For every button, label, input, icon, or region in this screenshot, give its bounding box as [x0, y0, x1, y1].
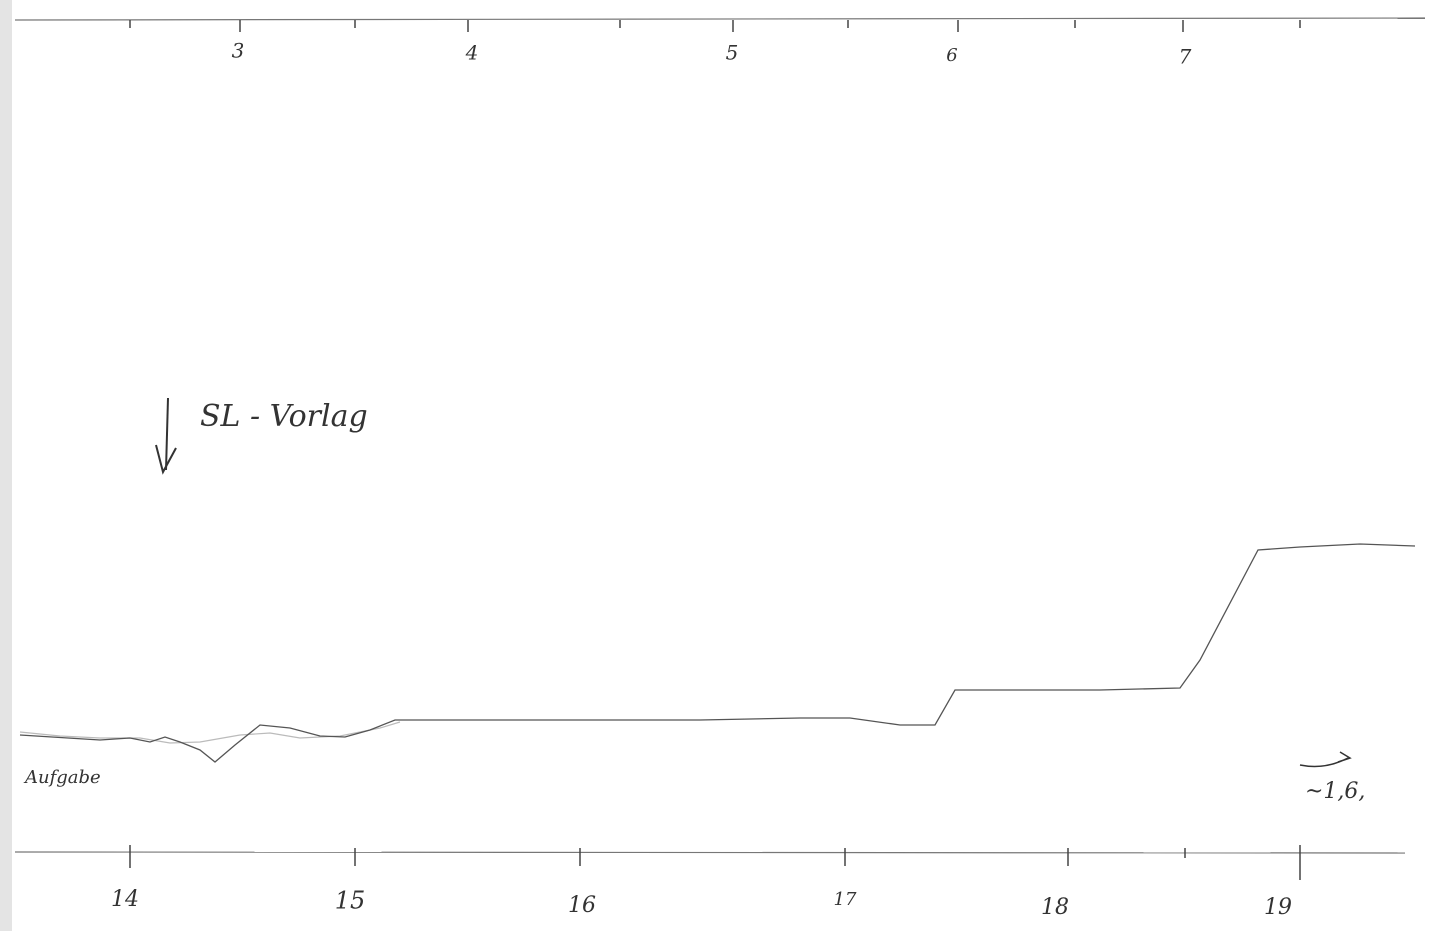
- trace-faint: [19, 721, 401, 744]
- bottom-label: 19: [1264, 895, 1292, 920]
- bottom-rule: [14, 851, 1406, 854]
- scan-edge: [0, 0, 12, 931]
- top-ticks: [129, 20, 1301, 32]
- annotation: SL - Vorlag: [200, 399, 368, 434]
- top-label: 3: [232, 39, 245, 63]
- bottom-label: 17: [834, 889, 857, 910]
- top-label: 5: [726, 41, 739, 65]
- annotation: ~1,6,: [1305, 779, 1365, 804]
- top-rule: [14, 17, 1426, 21]
- bottom-ticks: [129, 845, 1301, 880]
- bottom-label: 14: [111, 887, 139, 912]
- note-arrow: [1299, 751, 1352, 768]
- bottom-label: 16: [568, 893, 596, 918]
- bottom-label: 18: [1041, 895, 1069, 920]
- marker-arrow: [155, 397, 177, 475]
- trace: [19, 543, 1416, 763]
- top-label: 7: [1179, 45, 1192, 69]
- annotation: Aufgabe: [23, 767, 101, 788]
- top-label: 4: [465, 41, 479, 65]
- bottom-label: 15: [335, 887, 366, 915]
- top-label: 6: [946, 45, 957, 66]
